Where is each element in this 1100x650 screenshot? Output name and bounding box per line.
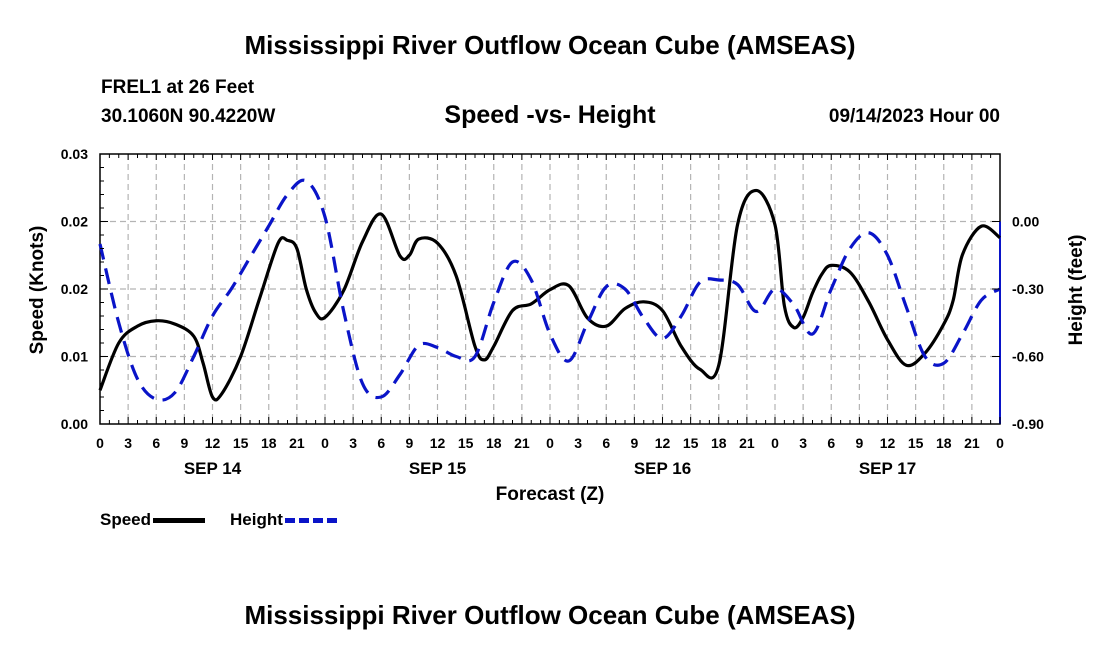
x-tick-label: 9 bbox=[855, 435, 863, 451]
x-axis-title: Forecast (Z) bbox=[496, 484, 605, 505]
coordinates-label: 30.1060N 90.4220W bbox=[101, 106, 276, 127]
x-tick-label: 6 bbox=[827, 435, 835, 451]
y2-tick-label: -0.60 bbox=[1012, 349, 1044, 365]
y2-axis-title: Height (feet) bbox=[1066, 235, 1087, 346]
y-tick-label: 0.00 bbox=[61, 416, 88, 432]
x-date-label: SEP 14 bbox=[184, 459, 242, 478]
x-tick-label: 0 bbox=[771, 435, 779, 451]
chart-main-title: Mississippi River Outflow Ocean Cube (AM… bbox=[244, 30, 856, 60]
y-tick-label: 0.03 bbox=[61, 146, 88, 162]
x-tick-label: 6 bbox=[152, 435, 160, 451]
x-tick-label: 9 bbox=[630, 435, 638, 451]
x-tick-label: 18 bbox=[936, 435, 952, 451]
x-tick-label: 18 bbox=[711, 435, 727, 451]
legend-height-swatch bbox=[284, 517, 337, 523]
x-tick-label: 21 bbox=[514, 435, 530, 451]
tick-layer: 0 3 6 9 12 15 18 21 0 3 6 9 12 15 18 21 0 3 6 9 12 15 18 21 0 3 6 9… bbox=[61, 146, 1044, 478]
x-tick-label: 18 bbox=[486, 435, 502, 451]
legend-speed: Speed bbox=[100, 509, 206, 531]
legend-height-label: Height bbox=[230, 510, 283, 529]
height-series-line bbox=[98, 178, 1001, 402]
y2-tick-label: 0.00 bbox=[1012, 214, 1039, 230]
x-tick-label: 6 bbox=[602, 435, 610, 451]
x-tick-label: 0 bbox=[96, 435, 104, 451]
x-tick-label: 9 bbox=[405, 435, 413, 451]
x-tick-label: 12 bbox=[880, 435, 896, 451]
x-tick-label: 3 bbox=[574, 435, 582, 451]
y-tick-label: 0.02 bbox=[61, 281, 88, 297]
x-tick-label: 3 bbox=[124, 435, 132, 451]
speed-series-line bbox=[98, 188, 1001, 402]
x-tick-label: 0 bbox=[996, 435, 1004, 451]
x-tick-label: 12 bbox=[205, 435, 221, 451]
x-date-label: SEP 16 bbox=[634, 459, 691, 478]
y-axis-title: Speed (Knots) bbox=[27, 226, 48, 355]
x-tick-label: 3 bbox=[799, 435, 807, 451]
x-tick-label: 12 bbox=[655, 435, 671, 451]
series-layer bbox=[98, 178, 1001, 402]
x-tick-label: 0 bbox=[321, 435, 329, 451]
y2-tick-label: -0.90 bbox=[1012, 416, 1044, 432]
legend-height: Height bbox=[230, 509, 337, 531]
y-tick-label: 0.02 bbox=[61, 214, 88, 230]
x-tick-label: 9 bbox=[180, 435, 188, 451]
y-tick-label: 0.01 bbox=[61, 349, 88, 365]
x-tick-label: 6 bbox=[377, 435, 385, 451]
legend-speed-label: Speed bbox=[100, 510, 152, 529]
chart-footer-title: Mississippi River Outflow Ocean Cube (AM… bbox=[244, 600, 856, 630]
x-tick-label: 21 bbox=[739, 435, 755, 451]
legend-speed-swatch bbox=[153, 517, 206, 523]
x-tick-label: 15 bbox=[908, 435, 924, 451]
x-date-label: SEP 15 bbox=[409, 459, 466, 478]
x-tick-label: 21 bbox=[964, 435, 980, 451]
x-tick-label: 18 bbox=[261, 435, 277, 451]
x-tick-label: 12 bbox=[430, 435, 446, 451]
x-date-label: SEP 17 bbox=[859, 459, 916, 478]
x-tick-label: 0 bbox=[546, 435, 554, 451]
x-tick-label: 3 bbox=[349, 435, 357, 451]
chart-subtitle: Speed -vs- Height bbox=[444, 101, 656, 129]
y2-tick-label: -0.30 bbox=[1012, 281, 1044, 297]
x-tick-label: 15 bbox=[683, 435, 699, 451]
x-tick-label: 15 bbox=[458, 435, 474, 451]
forecast-datetime: 09/14/2023 Hour 00 bbox=[828, 106, 1000, 127]
x-tick-label: 21 bbox=[289, 435, 305, 451]
x-tick-label: 15 bbox=[233, 435, 249, 451]
station-label: FREL1 at 26 Feet bbox=[101, 77, 255, 98]
